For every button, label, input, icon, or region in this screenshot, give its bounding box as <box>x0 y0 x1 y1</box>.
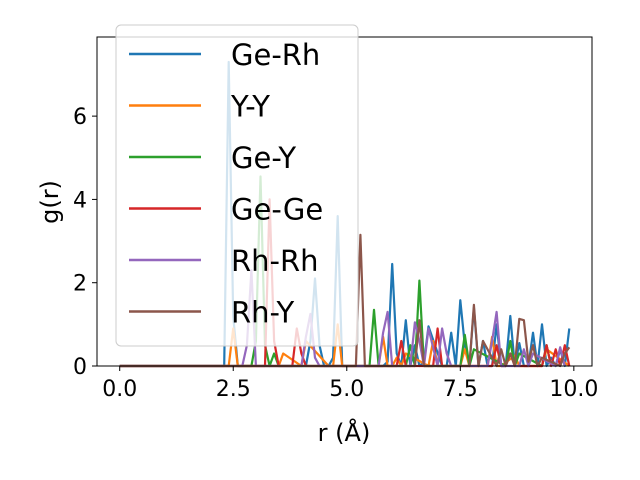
legend-label: Rh-Y <box>231 296 295 330</box>
x-tick-label: 7.5 <box>443 377 478 402</box>
legend-label: Ge-Ge <box>231 193 323 227</box>
x-axis-label: r (Å) <box>318 418 371 447</box>
x-tick-label: 10.0 <box>549 377 598 402</box>
x-axis-ticks: 0.0 2.5 5.0 7.5 10.0 <box>102 366 598 402</box>
legend-label: Ge-Y <box>231 141 296 175</box>
y-tick-label: 2 <box>73 272 87 297</box>
legend-label: Y-Y <box>230 90 270 124</box>
x-tick-label: 0.0 <box>102 377 137 402</box>
x-tick-label: 2.5 <box>216 377 251 402</box>
y-tick-label: 0 <box>73 355 87 380</box>
y-tick-label: 4 <box>73 188 87 213</box>
y-tick-label: 6 <box>73 105 87 130</box>
y-axis-label: g(r) <box>36 180 64 224</box>
legend-label: Ge-Rh <box>231 38 320 72</box>
x-tick-label: 5.0 <box>329 377 364 402</box>
legend: Ge-Rh Y-Y Ge-Y Ge-Ge Rh-Rh Rh-Y <box>115 24 359 347</box>
y-axis-ticks: 0 2 4 6 <box>73 105 97 380</box>
legend-label: Rh-Rh <box>231 244 319 278</box>
